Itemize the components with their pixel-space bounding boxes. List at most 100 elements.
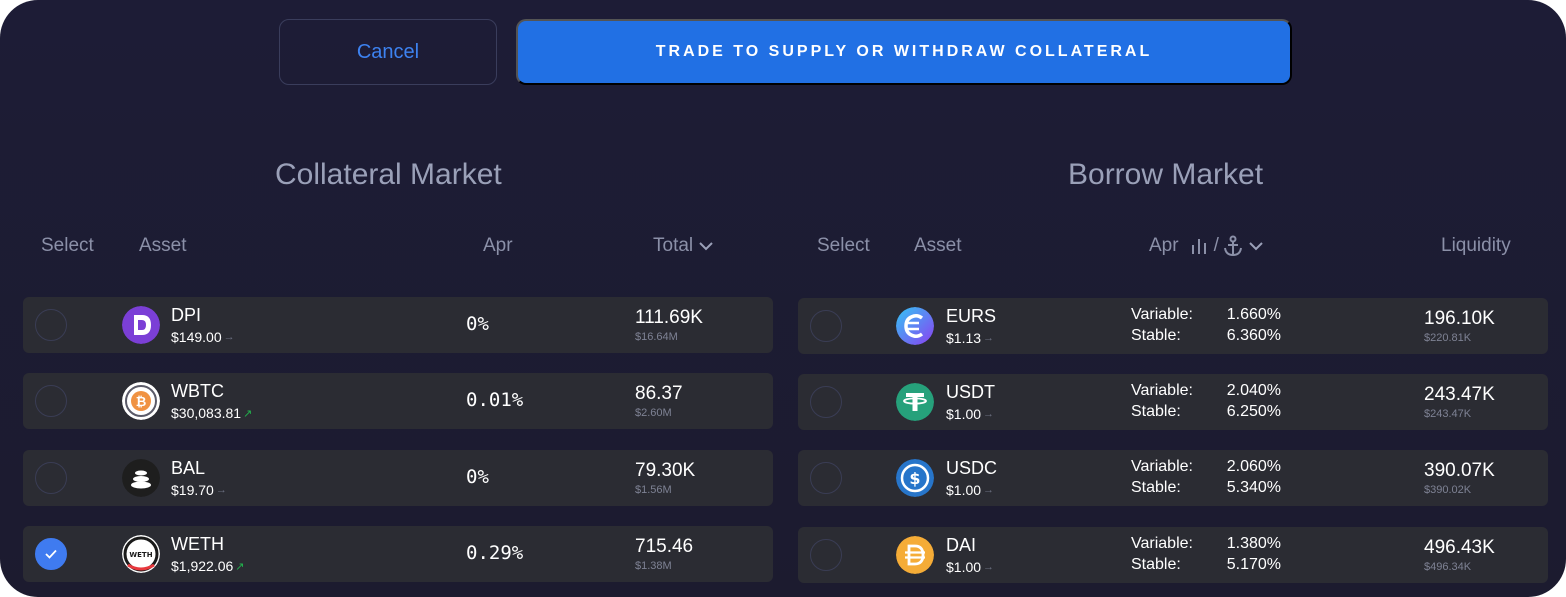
asset-price: $1.13 → — [946, 330, 995, 346]
collateral-row-dpi[interactable]: DPI $149.00 → 0% 111.69K $16.64M — [23, 297, 773, 353]
borrow-row-dai[interactable]: DAI $1.00 → Variable: 1.380% Stable: 5.17… — [798, 527, 1548, 583]
asset-symbol: BAL — [171, 458, 206, 478]
borrow-header-select: Select — [817, 235, 870, 256]
asset-total-usd: $2.60M — [635, 407, 672, 419]
select-radio[interactable] — [810, 539, 842, 571]
variable-label: Variable: — [1131, 382, 1193, 399]
select-radio[interactable] — [35, 462, 67, 494]
stable-rate: 6.250% — [1226, 403, 1281, 420]
usdc-icon: $ — [896, 459, 934, 497]
asset-price: $1.00 → — [946, 559, 995, 575]
asset-total: 86.37 — [635, 383, 683, 404]
asset-liquidity-usd: $496.34K — [1424, 561, 1472, 573]
asset-price: $1.00 → — [946, 482, 995, 498]
usdt-icon — [896, 383, 934, 421]
variable-rate: 2.060% — [1226, 458, 1281, 475]
collateral-row-weth[interactable]: WETH WETH $1,922.06 ↗ 0.29% 715.46 $1.38M — [23, 526, 773, 582]
collateral-row-wbtc[interactable]: ₿ WBTC $30,083.81 ↗ 0.01% 86.37 $2.60M — [23, 373, 773, 429]
variable-label: Variable: — [1131, 306, 1193, 323]
asset-symbol: WETH — [171, 534, 224, 554]
stable-label: Stable: — [1131, 403, 1181, 420]
asset-liquidity: 390.07K — [1424, 460, 1495, 481]
asset-symbol: WBTC — [171, 381, 224, 401]
variable-rate: 2.040% — [1226, 382, 1281, 399]
asset-price: $19.70 → — [171, 482, 227, 498]
collateral-header-select: Select — [41, 235, 94, 256]
eurs-icon — [896, 307, 934, 345]
asset-price: $1.00 → — [946, 406, 995, 422]
asset-symbol: USDC — [946, 458, 998, 478]
arrow-right-icon: → — [983, 332, 995, 344]
borrow-row-usdc[interactable]: $ USDC $1.00 → Variable: 2.060% Stable: 5… — [798, 450, 1548, 506]
arrow-up-right-icon: ↗ — [235, 560, 245, 573]
select-radio[interactable] — [35, 385, 67, 417]
chevron-down-icon — [699, 242, 713, 251]
stable-label: Stable: — [1131, 556, 1181, 573]
asset-liquidity-usd: $243.47K — [1424, 408, 1472, 420]
borrow-header-asset: Asset — [914, 235, 962, 256]
svg-text:₿: ₿ — [136, 395, 147, 410]
asset-apr: 0.29% — [466, 542, 524, 564]
collateral-row-bal[interactable]: BAL $19.70 → 0% 79.30K $1.56M — [23, 450, 773, 506]
asset-liquidity-usd: $220.81K — [1424, 332, 1472, 344]
arrow-up-right-icon: ↗ — [243, 407, 253, 420]
select-radio[interactable] — [35, 538, 67, 570]
asset-price: $30,083.81 ↗ — [171, 405, 253, 421]
arrow-right-icon: → — [223, 331, 235, 343]
asset-liquidity: 496.43K — [1424, 537, 1495, 558]
variable-rate: 1.380% — [1226, 535, 1281, 552]
borrow-row-eurs[interactable]: EURS $1.13 → Variable: 1.660% Stable: 6.3… — [798, 298, 1548, 354]
asset-total: 79.30K — [635, 460, 696, 481]
check-icon — [45, 549, 57, 559]
trade-button[interactable]: TRADE TO SUPPLY OR WITHDRAW COLLATERAL — [516, 19, 1292, 85]
asset-symbol: DPI — [171, 305, 202, 325]
anchor-icon — [1223, 235, 1242, 257]
asset-liquidity-usd: $390.02K — [1424, 484, 1472, 496]
collateral-header-total[interactable]: Total — [653, 235, 715, 257]
asset-symbol: USDT — [946, 382, 995, 402]
asset-total-usd: $16.64M — [635, 331, 678, 343]
cancel-button[interactable]: Cancel — [279, 19, 497, 85]
asset-total-usd: $1.38M — [635, 560, 672, 572]
apr-header-separator: / — [1213, 235, 1219, 256]
collateral-header-apr: Apr — [483, 235, 513, 256]
collateral-header-asset: Asset — [139, 235, 187, 256]
svg-text:$: $ — [909, 469, 920, 488]
arrow-right-icon: → — [983, 561, 995, 573]
apr-header-label: Apr — [1149, 235, 1179, 256]
asset-price: $1,922.06 ↗ — [171, 558, 245, 574]
asset-total: 715.46 — [635, 536, 694, 557]
asset-liquidity: 196.10K — [1424, 308, 1495, 329]
svg-text:WETH: WETH — [129, 551, 152, 559]
asset-total: 111.69K — [635, 307, 703, 328]
variable-rate: 1.660% — [1226, 306, 1281, 323]
asset-symbol: DAI — [946, 535, 977, 555]
arrow-right-icon: → — [983, 484, 995, 496]
asset-liquidity: 243.47K — [1424, 384, 1495, 405]
total-header-label: Total — [653, 235, 694, 256]
dpi-icon — [122, 306, 160, 344]
stable-label: Stable: — [1131, 479, 1181, 496]
wbtc-icon: ₿ — [122, 382, 160, 420]
borrow-row-usdt[interactable]: USDT $1.00 → Variable: 2.040% Stable: 6.2… — [798, 374, 1548, 430]
stable-rate: 5.340% — [1226, 479, 1281, 496]
asset-apr: 0% — [466, 466, 489, 488]
select-radio[interactable] — [810, 462, 842, 494]
asset-price: $149.00 → — [171, 329, 235, 345]
collateral-market-title: Collateral Market — [275, 158, 502, 191]
borrow-market-title: Borrow Market — [1068, 158, 1264, 191]
select-radio[interactable] — [810, 386, 842, 418]
variable-bars-icon — [1191, 239, 1206, 254]
select-radio[interactable] — [35, 309, 67, 341]
asset-apr: 0.01% — [466, 389, 524, 411]
stable-label: Stable: — [1131, 327, 1181, 344]
select-radio[interactable] — [810, 310, 842, 342]
arrow-right-icon: → — [215, 484, 227, 496]
bal-icon — [122, 459, 160, 497]
borrow-header-apr[interactable]: Apr / — [1149, 235, 1265, 257]
variable-label: Variable: — [1131, 535, 1193, 552]
asset-total-usd: $1.56M — [635, 484, 672, 496]
dai-icon — [896, 536, 934, 574]
stable-rate: 5.170% — [1226, 556, 1281, 573]
